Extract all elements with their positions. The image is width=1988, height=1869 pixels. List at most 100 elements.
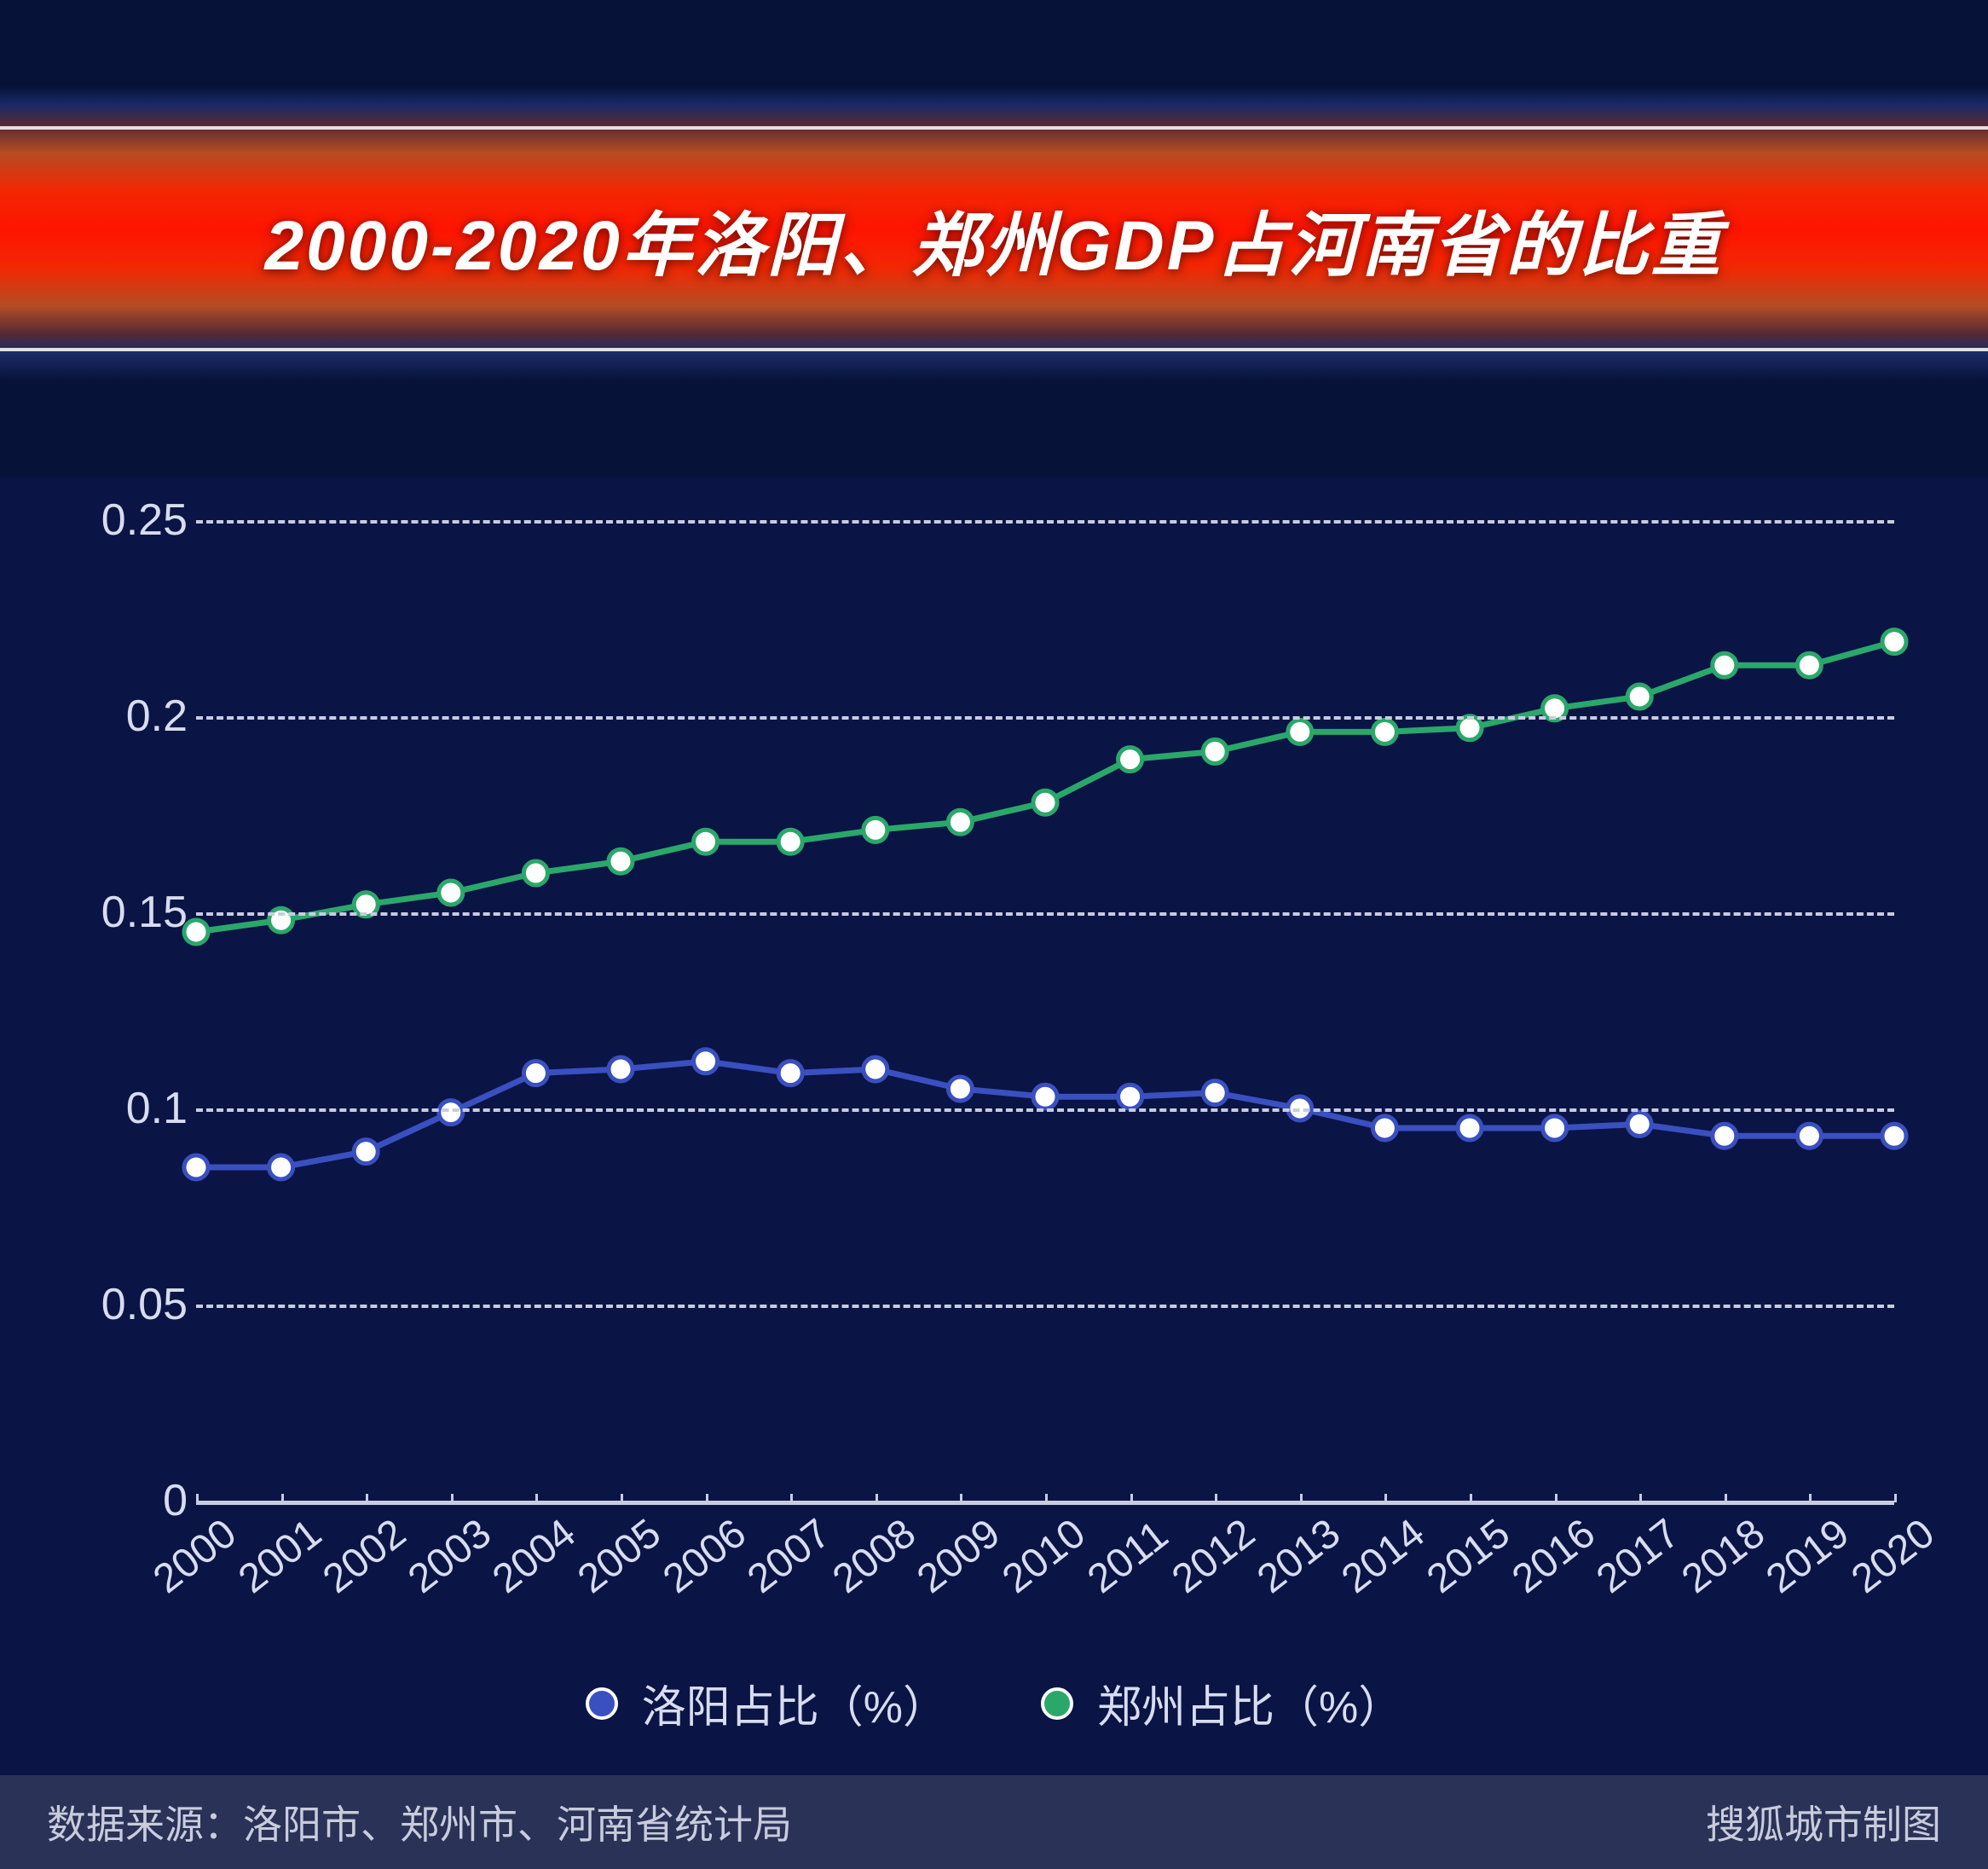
gridline: [196, 912, 1894, 916]
data-point: [1543, 1116, 1567, 1140]
data-point: [1882, 630, 1906, 654]
data-point: [1033, 790, 1057, 814]
x-tick: [1045, 1494, 1048, 1502]
x-tick: [535, 1494, 538, 1502]
y-axis-label: 0.1: [68, 1083, 188, 1134]
data-point: [694, 1050, 718, 1073]
x-tick: [1384, 1494, 1387, 1502]
x-axis-label: 2010: [994, 1510, 1095, 1603]
data-point: [864, 818, 887, 842]
legend-item: 洛阳占比（%）: [586, 1671, 947, 1735]
legend: 洛阳占比（%） 郑州占比（%）: [0, 1654, 1988, 1769]
gridline: [196, 520, 1894, 524]
x-tick: [1725, 1494, 1727, 1502]
x-tick: [1555, 1494, 1557, 1502]
data-point: [1203, 1081, 1227, 1105]
footer-bar: 数据来源：洛阳市、郑州市、河南省统计局 搜狐城市制图: [0, 1775, 1988, 1869]
x-axis-label: 2014: [1333, 1510, 1434, 1603]
x-axis-label: 2015: [1419, 1510, 1519, 1603]
x-tick: [876, 1494, 878, 1502]
data-point: [1288, 720, 1312, 744]
data-point: [184, 920, 208, 944]
x-axis-label: 2013: [1248, 1510, 1349, 1603]
data-point: [184, 1155, 208, 1179]
x-axis-label: 2016: [1503, 1510, 1604, 1603]
x-tick: [1300, 1494, 1303, 1502]
data-point: [1713, 1124, 1737, 1148]
data-point: [439, 1101, 463, 1125]
y-axis-label: 0.25: [68, 495, 188, 546]
x-tick: [281, 1494, 284, 1502]
legend-label: 洛阳占比（%）: [642, 1671, 947, 1735]
x-tick: [960, 1494, 962, 1502]
legend-dot-icon: [1041, 1687, 1073, 1720]
gridline: [196, 1108, 1894, 1112]
x-tick: [451, 1494, 454, 1502]
x-tick: [1130, 1494, 1133, 1502]
x-axis-label: 2004: [484, 1510, 585, 1603]
data-point: [864, 1057, 887, 1081]
x-axis-label: 2018: [1673, 1510, 1773, 1603]
header-band: 2000-2020年洛阳、郑州GDP占河南省的比重: [0, 0, 1988, 477]
data-point: [694, 830, 718, 853]
data-point: [439, 881, 463, 905]
y-axis-label: 0: [68, 1475, 188, 1526]
x-tick: [1639, 1494, 1642, 1502]
data-point: [1118, 1085, 1142, 1108]
data-point: [1458, 716, 1482, 740]
data-point: [778, 830, 802, 853]
x-tick: [1894, 1494, 1897, 1502]
x-axis-label: 2002: [315, 1510, 415, 1603]
gridline: [196, 716, 1894, 720]
data-point: [269, 1155, 293, 1179]
plot-region: [196, 520, 1894, 1501]
x-tick: [621, 1494, 623, 1502]
y-axis-label: 0.15: [68, 887, 188, 938]
source-text: 数据来源：洛阳市、郑州市、河南省统计局: [47, 1794, 792, 1850]
data-point: [1627, 685, 1651, 709]
data-point: [948, 810, 972, 834]
data-point: [354, 1140, 378, 1164]
page-container: 2000-2020年洛阳、郑州GDP占河南省的比重 0 0.05 0.1 0.15 0.…: [0, 0, 1988, 1869]
data-point: [1373, 720, 1396, 744]
chart-svg: [196, 520, 1894, 1501]
x-axis-label: 2011: [1078, 1512, 1176, 1603]
x-axis-label: 2020: [1843, 1510, 1944, 1603]
data-point: [1458, 1116, 1482, 1140]
legend-dot-icon: [586, 1687, 618, 1720]
x-tick: [1470, 1494, 1472, 1502]
x-axis-label: 2005: [569, 1510, 670, 1603]
chart-title: 2000-2020年洛阳、郑州GDP占河南省的比重: [214, 188, 1775, 290]
x-axis-label: 2017: [1588, 1510, 1689, 1603]
data-point: [1203, 739, 1227, 763]
legend-label: 郑州占比（%）: [1097, 1671, 1402, 1735]
x-axis-label: 2019: [1758, 1510, 1858, 1603]
data-point: [1713, 653, 1737, 677]
x-axis-label: 2001: [229, 1510, 330, 1603]
gridline: [196, 1305, 1894, 1308]
credit-text: 搜狐城市制图: [1706, 1794, 1941, 1850]
data-point: [1882, 1124, 1906, 1148]
data-point: [1373, 1116, 1396, 1140]
data-point: [1118, 748, 1142, 772]
data-point: [1627, 1112, 1651, 1136]
data-point: [609, 1057, 633, 1081]
data-point: [609, 849, 633, 873]
x-axis-label: 2006: [654, 1510, 754, 1603]
data-point: [948, 1077, 972, 1101]
x-axis-label: 2003: [399, 1510, 500, 1603]
x-tick: [366, 1494, 368, 1502]
data-point: [778, 1062, 802, 1085]
data-point: [1033, 1085, 1057, 1108]
legend-item: 郑州占比（%）: [1041, 1671, 1402, 1735]
x-tick: [1215, 1494, 1217, 1502]
x-tick: [196, 1494, 199, 1502]
y-axis-label: 0.2: [68, 691, 188, 742]
data-point: [523, 1062, 547, 1085]
data-point: [1797, 1124, 1821, 1148]
x-tick: [706, 1494, 708, 1502]
data-point: [1797, 653, 1821, 677]
data-point: [523, 861, 547, 885]
y-axis-label: 0.05: [68, 1279, 188, 1330]
x-axis-label: 2012: [1164, 1510, 1264, 1603]
